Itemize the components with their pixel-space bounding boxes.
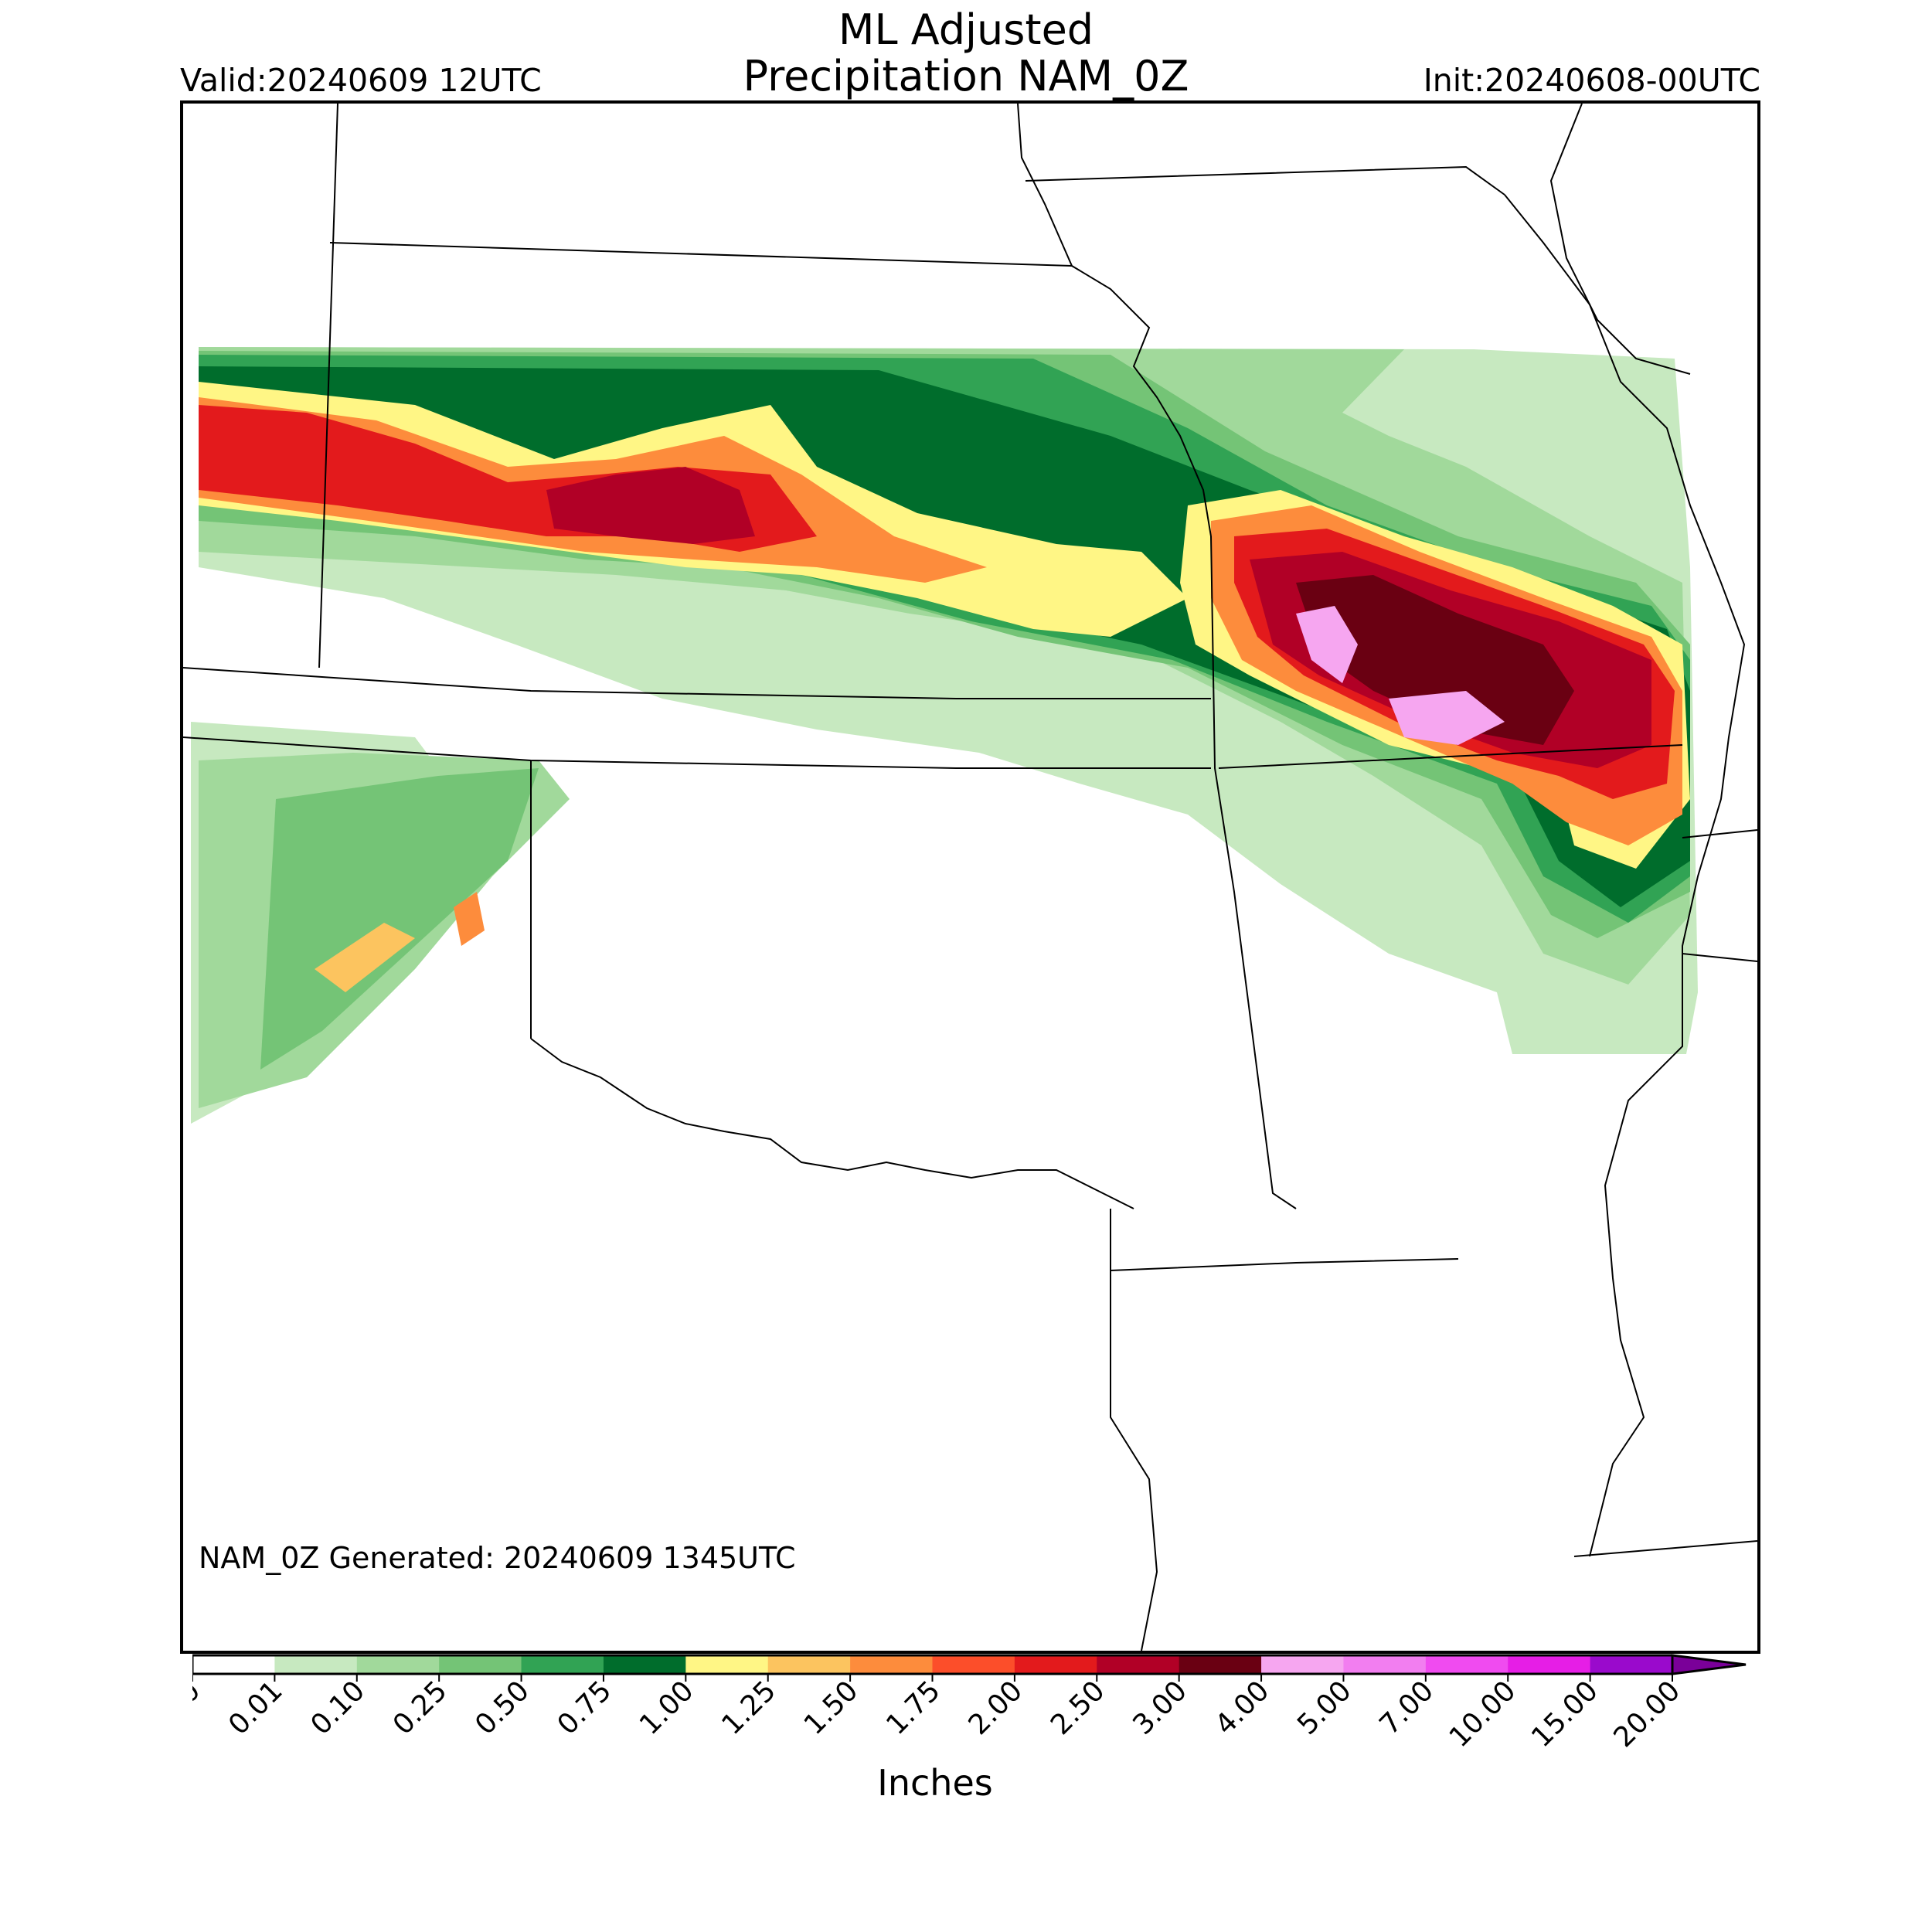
- colorbar-box: [192, 1655, 275, 1674]
- colorbar-tick-label: 0.01: [223, 1675, 289, 1741]
- border-arkansas-louisiana: [1573, 1540, 1757, 1557]
- colorbar-box: [685, 1655, 769, 1674]
- colorbar-tick-label: 15.00: [1526, 1675, 1604, 1753]
- colorbar-tick-label: 0.50: [469, 1675, 536, 1741]
- border-colorado-nebraska: [318, 104, 338, 668]
- colorbar-tick-label: 3.00: [1127, 1675, 1193, 1741]
- colorbar-tick-label: 0.25: [387, 1675, 454, 1741]
- map-title-line2: Precipitation NAM_0Z: [743, 52, 1189, 100]
- init-time-label: Init:20240608-00UTC: [1423, 62, 1760, 99]
- colorbar-box: [1097, 1655, 1180, 1674]
- colorbar-tick-label: 1.25: [716, 1675, 782, 1741]
- precip-field: [191, 347, 1698, 1124]
- precip-spot-west: [454, 892, 485, 946]
- generated-time-label: NAM_0Z Generated: 20240609 1345UTC: [199, 1541, 796, 1575]
- border-illinois-kentucky: [1682, 953, 1757, 962]
- colorbar-tick-label: 0.00: [192, 1675, 206, 1741]
- colorbar-box: [439, 1655, 522, 1674]
- border-red-river: [530, 1038, 1134, 1209]
- precip-zone-400-east-2: [1389, 691, 1505, 745]
- colorbar-box: [1179, 1655, 1262, 1674]
- colorbar-box: [1590, 1655, 1673, 1674]
- colorbar-tick-label: 1.75: [880, 1675, 947, 1741]
- colorbar-tick-label: 2.50: [1045, 1675, 1111, 1741]
- border-nebraska-kansas: [183, 667, 1211, 699]
- precipitation-map: NAM_0Z Generated: 20240609 1345UTC: [180, 100, 1760, 1654]
- border-arkansas-west: [1110, 1209, 1158, 1651]
- precip-band-west: [315, 923, 415, 992]
- colorbar-box: [1014, 1655, 1097, 1674]
- state-boundaries: [183, 104, 1757, 1651]
- colorbar: 0.00 0.01 0.10 0.25 0.50 0.75 1.00 1.25 1.50 1.75…: [192, 1654, 1747, 1753]
- colorbar-box: [1508, 1655, 1591, 1674]
- colorbar-box: [850, 1655, 933, 1674]
- colorbar-tick-label: 0.75: [552, 1675, 618, 1741]
- colorbar-box: [603, 1655, 686, 1674]
- colorbar-box: [274, 1655, 358, 1674]
- border-missouri-illinois-upper: [1682, 829, 1757, 838]
- border-kansas-missouri: [1210, 536, 1297, 1209]
- border-nebraska-south-dakota: [329, 242, 1073, 267]
- colorbar-tick-label: 1.50: [798, 1675, 865, 1741]
- colorbar-box: [932, 1655, 1015, 1674]
- colorbar-tick-label: 1.00: [634, 1675, 700, 1741]
- colorbar-tick-label: 0.10: [304, 1675, 371, 1741]
- precip-zone-300-east: [1296, 575, 1574, 745]
- colorbar-label: Inches: [877, 1762, 993, 1804]
- colorbar-box: [356, 1655, 440, 1674]
- precip-zone-250: [546, 467, 755, 544]
- colorbar-tick-label: 5.00: [1291, 1675, 1358, 1741]
- colorbar-tick-label: 10.00: [1444, 1675, 1522, 1753]
- border-mississippi-river: [1504, 194, 1746, 1557]
- colorbar-box: [1261, 1655, 1344, 1674]
- colorbar-extend-arrow: [1671, 1654, 1747, 1675]
- border-missouri-river-east: [1017, 104, 1212, 537]
- colorbar-boxes: [192, 1654, 1747, 1675]
- precip-zone-400-east: [1296, 606, 1358, 683]
- border-missouri-iowa: [1218, 744, 1683, 769]
- colorbar-ticks: 0.00 0.01 0.10 0.25 0.50 0.75 1.00 1.25 1.50 1.75…: [192, 1674, 1686, 1753]
- colorbar-box: [767, 1655, 851, 1674]
- colorbar-box: [521, 1655, 604, 1674]
- map-title-line1: ML Adjusted: [838, 5, 1094, 54]
- precip-zone-025-west: [260, 768, 539, 1070]
- colorbar-tick-label: 20.00: [1607, 1675, 1686, 1753]
- colorbar-tick-label: 7.00: [1374, 1675, 1440, 1741]
- colorbar-tick-label: 4.00: [1209, 1675, 1276, 1741]
- border-kansas-oklahoma: [183, 736, 1211, 769]
- valid-time-label: Valid:20240609 12UTC: [180, 62, 542, 99]
- map-canvas: [183, 104, 1757, 1651]
- colorbar-tick-label: 2.00: [963, 1675, 1029, 1741]
- colorbar-box: [1425, 1655, 1509, 1674]
- colorbar-box: [1343, 1655, 1427, 1674]
- border-iowa-minnesota: [1025, 165, 1505, 196]
- border-iowa-illinois-top: [1549, 104, 1691, 375]
- border-arkansas-missouri: [1110, 1258, 1459, 1271]
